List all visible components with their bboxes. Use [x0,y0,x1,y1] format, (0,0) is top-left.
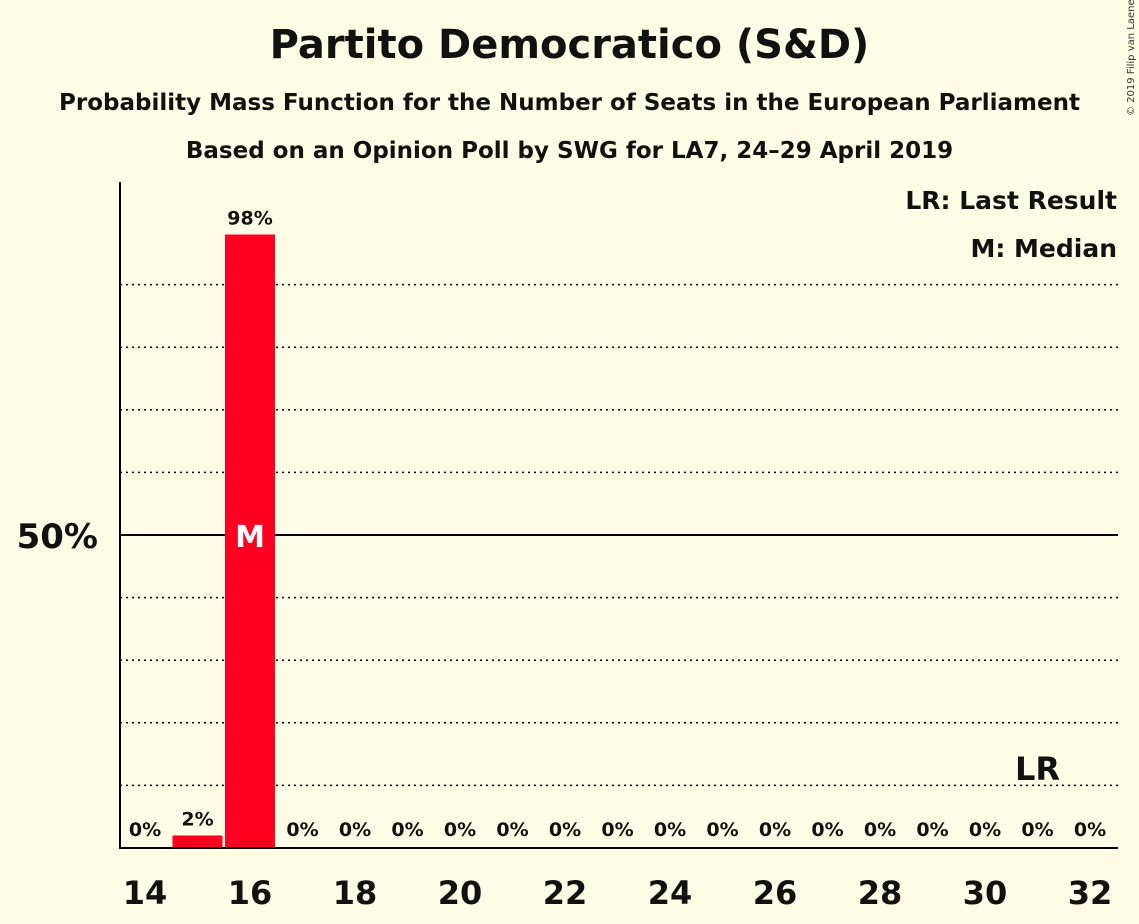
x-tick-label: 20 [438,874,483,912]
x-tick-label: 26 [753,874,798,912]
x-tick-label: 18 [333,874,378,912]
value-label-seats-18: 0% [339,819,371,841]
bars [172,234,275,848]
value-label-seats-27: 0% [811,819,843,841]
x-tick-label: 32 [1068,874,1113,912]
x-tick-label: 30 [963,874,1008,912]
value-label-seats-17: 0% [286,819,318,841]
chart-source-line: Based on an Opinion Poll by SWG for LA7,… [185,138,954,164]
x-tick-label: 16 [228,874,273,912]
value-label-seats-19: 0% [391,819,423,841]
value-label-seats-16: 98% [227,208,272,230]
value-label-seats-24: 0% [654,819,686,841]
x-tick-label: 28 [858,874,903,912]
legend: LR: Last Result M: Median [905,186,1117,263]
value-label-seats-30: 0% [969,819,1001,841]
axes: 50% [17,182,1118,849]
x-tick-labels: 14 16 18 20 22 24 26 28 30 32 [123,874,1113,912]
value-label-seats-29: 0% [916,819,948,841]
value-label-seats-25: 0% [706,819,738,841]
x-tick-label: 22 [543,874,588,912]
legend-last-result: LR: Last Result [905,186,1117,215]
value-label-seats-28: 0% [864,819,896,841]
value-label-seats-14: 0% [129,819,161,841]
x-tick-label: 24 [648,874,693,912]
bar-seats-15 [172,835,223,848]
chart-subtitle: Probability Mass Function for the Number… [59,90,1080,116]
value-label-seats-23: 0% [601,819,633,841]
x-tick-label: 14 [123,874,168,912]
value-label-seats-15: 2% [181,808,213,830]
value-label-seats-21: 0% [496,819,528,841]
gridlines [120,283,1118,787]
value-label-seats-31: 0% [1021,819,1053,841]
bar-seats-16 [225,234,275,848]
value-label-seats-26: 0% [759,819,791,841]
value-label-seats-22: 0% [549,819,581,841]
median-marker: M [235,520,265,555]
last-result-marker: LR [1015,750,1060,788]
y-tick-label-50: 50% [17,517,98,557]
chart-title: Partito Democratico (S&D) [269,22,870,68]
value-label-seats-20: 0% [444,819,476,841]
value-labels: 0% 2% 98% 0% 0% 0% 0% 0% 0% 0% 0% 0% 0% 0% 0% 0% 0% 0% 0% M… [129,208,1106,841]
value-label-seats-32: 0% [1074,819,1106,841]
legend-median: M: Median [970,234,1117,263]
